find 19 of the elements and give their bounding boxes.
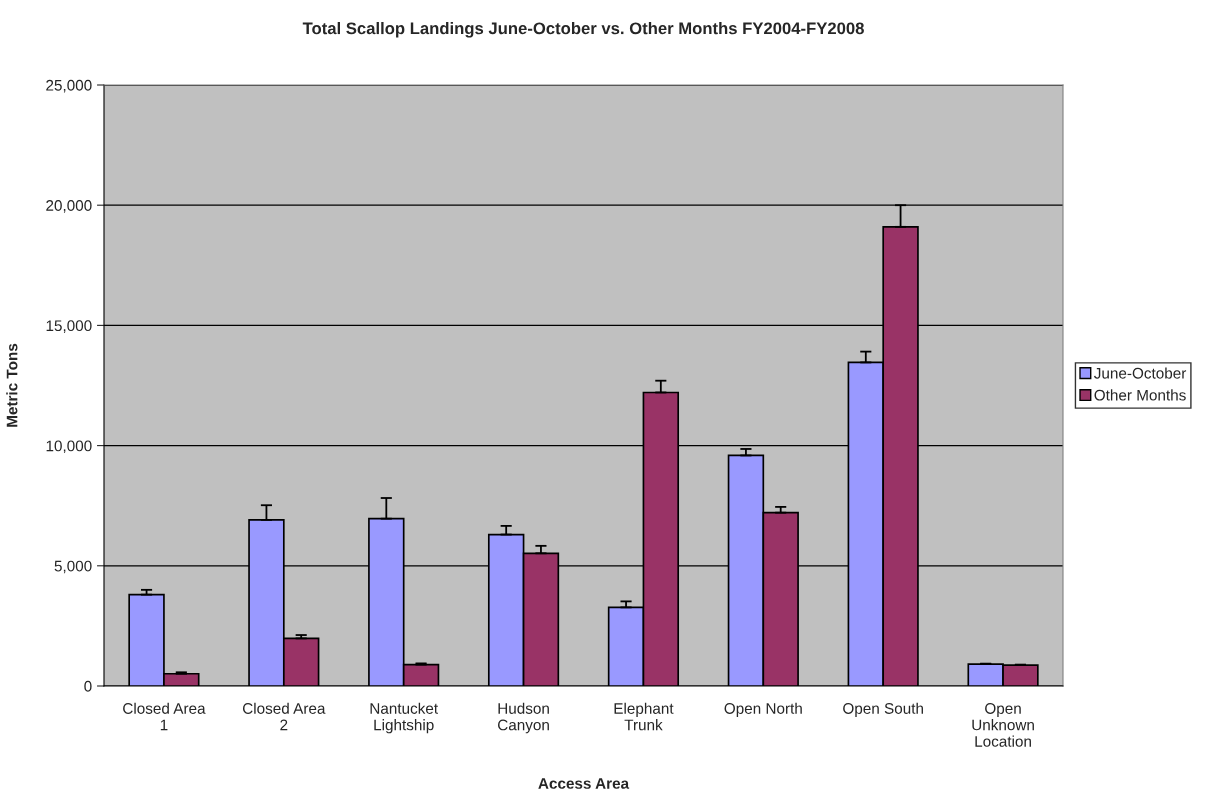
y-tick-label: 20,000 [46, 200, 92, 213]
x-tick-label: Hudson Canyon [498, 702, 549, 734]
x-tick-label: Open South [843, 702, 923, 717]
x-axis-title: Access Area [538, 778, 630, 789]
x-tick-label: Nantucket Lightship [370, 702, 438, 734]
y-tick-label: 10,000 [46, 440, 92, 454]
x-tick-label: Open North [724, 702, 802, 717]
y-axis-title: Metric Tons [6, 343, 18, 427]
x-tick-label: Closed Area 2 [242, 702, 326, 731]
x-tick-label: Elephant Trunk [614, 702, 674, 731]
y-tick-label: 0 [84, 680, 92, 692]
y-tick-label: 5,000 [54, 560, 92, 574]
legend-label: June-October [1094, 367, 1187, 379]
x-tick-label: Open Unknown Location [972, 703, 1034, 747]
chart-title: Total Scallop Landings June-October vs. Other Months FY2004-FY2008 [302, 22, 864, 38]
legend-label: Other Months [1094, 389, 1186, 401]
y-tick-label: 25,000 [46, 79, 92, 93]
y-tick-label: 15,000 [46, 320, 92, 333]
x-tick-label: Closed Area 1 [123, 702, 206, 731]
